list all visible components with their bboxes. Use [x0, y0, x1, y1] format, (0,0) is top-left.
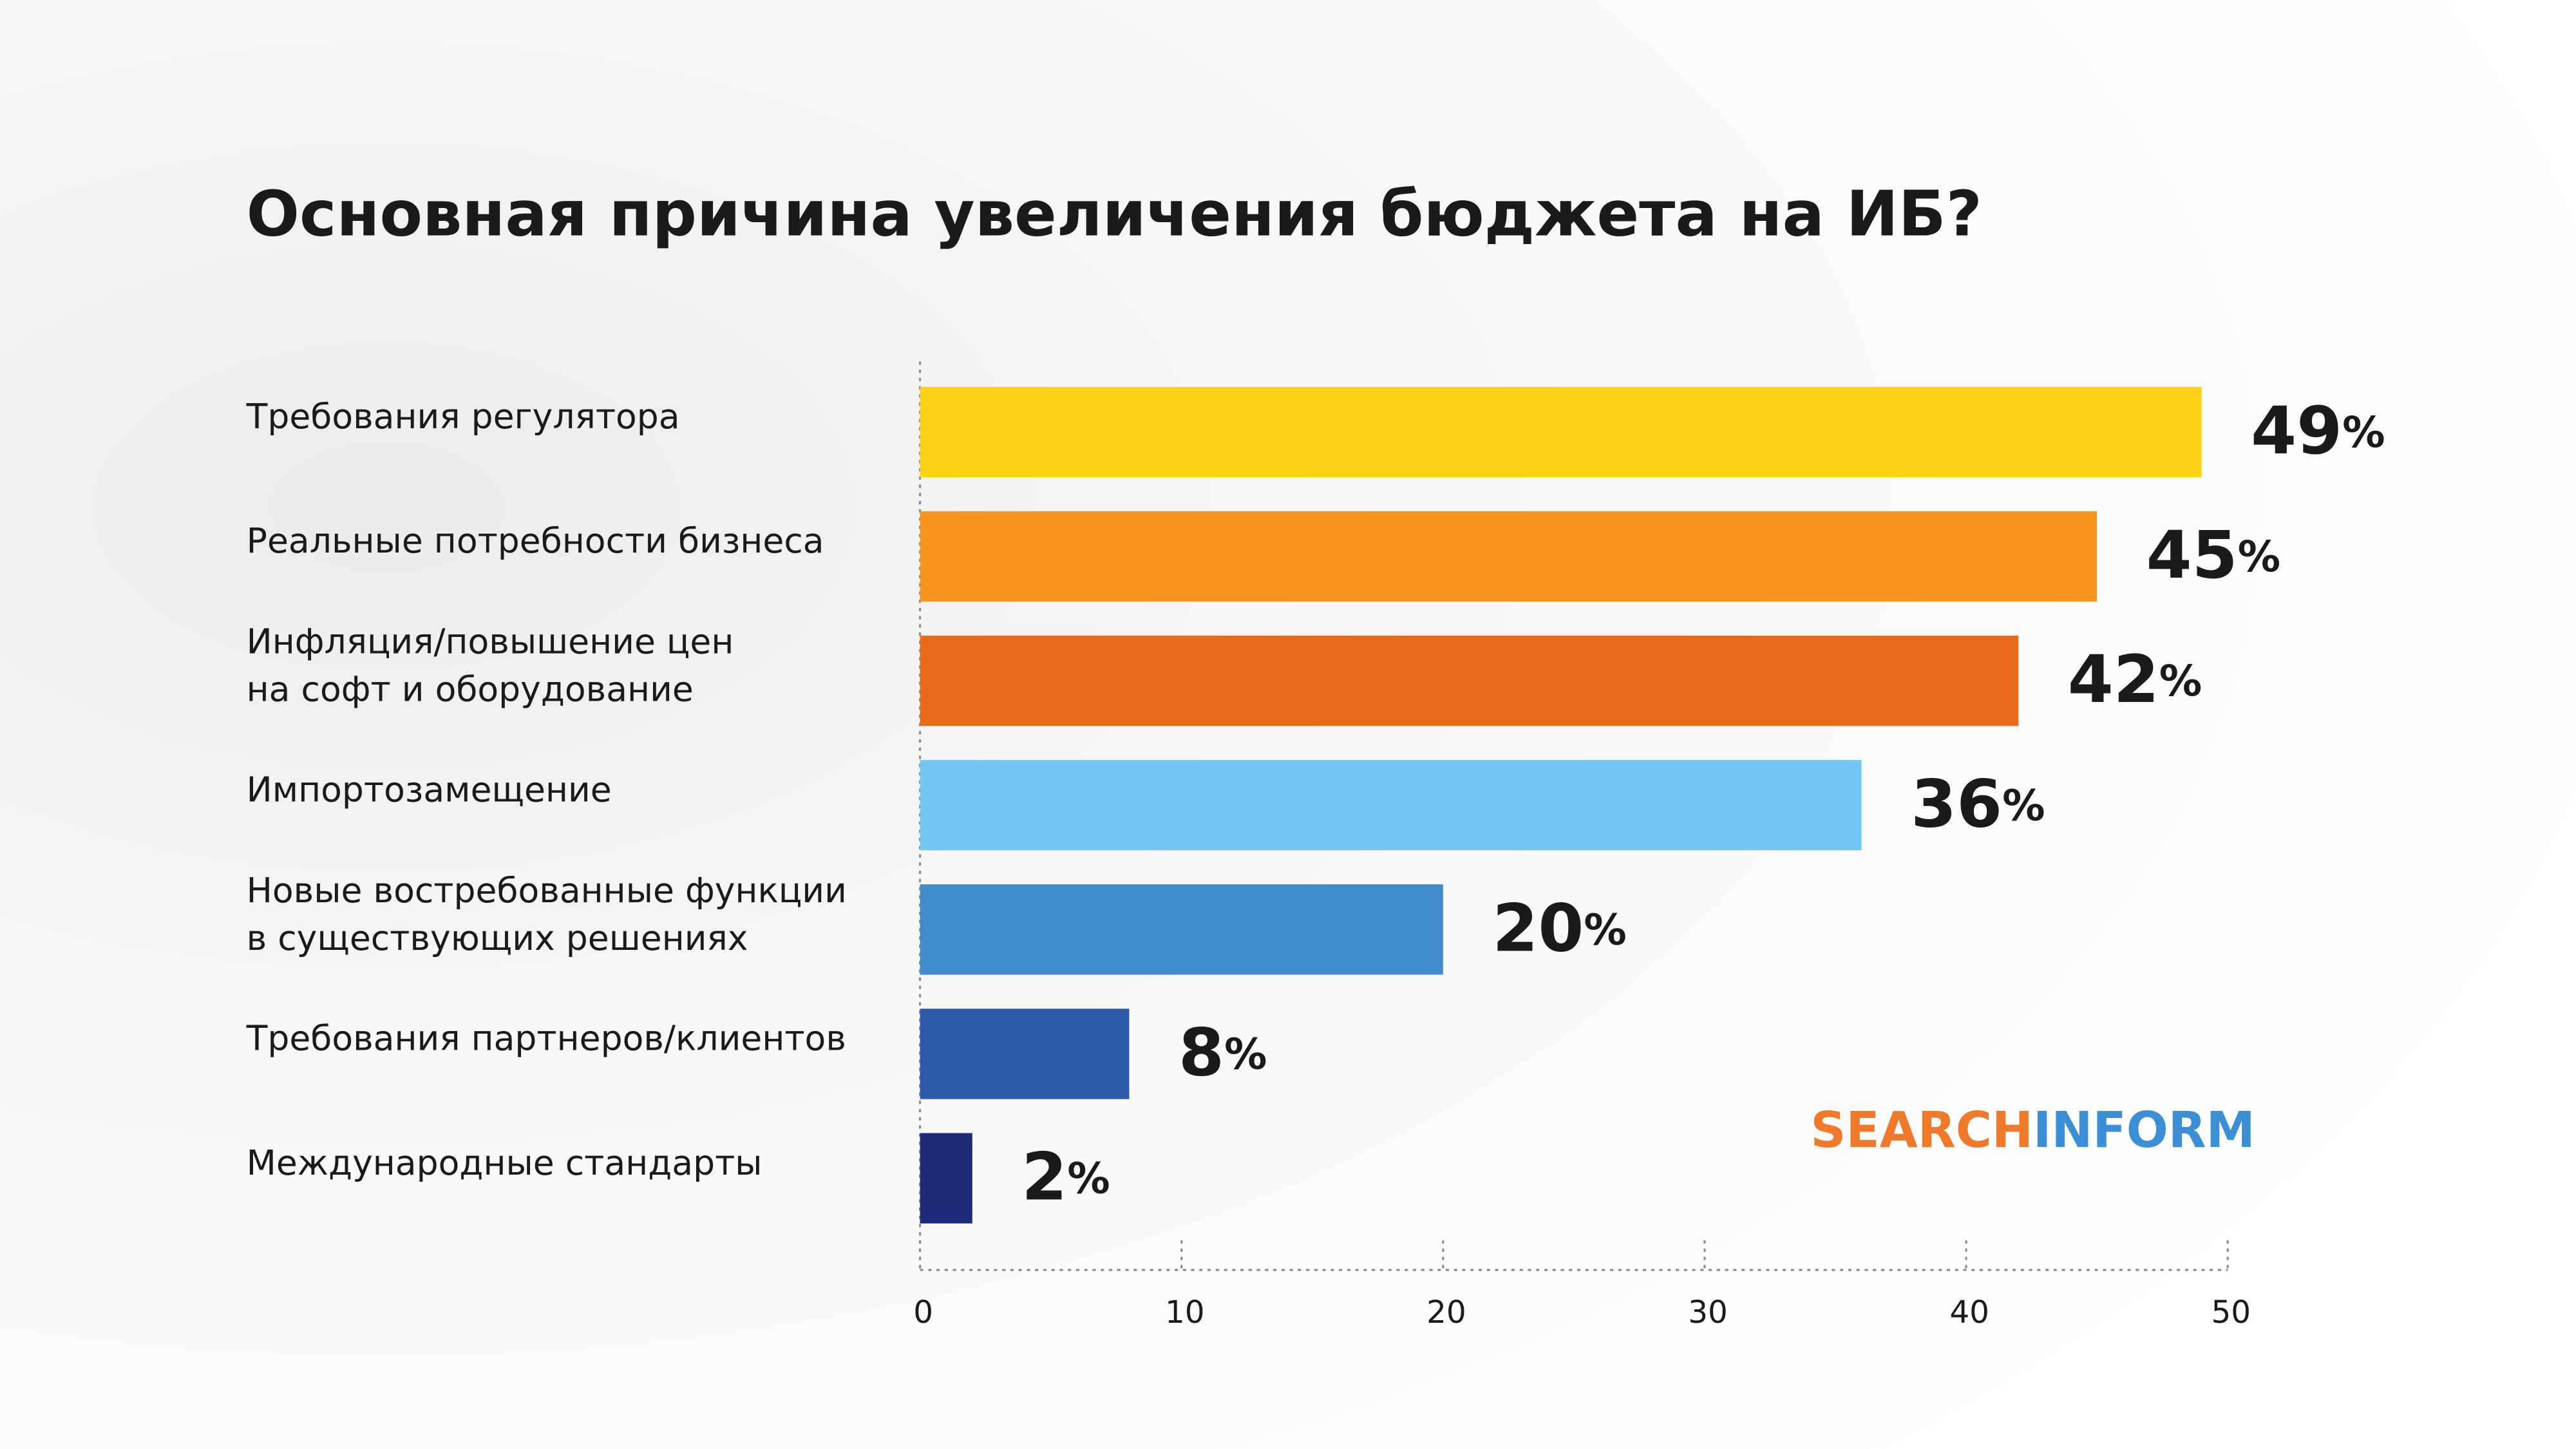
value-label: 36%	[1911, 766, 2045, 842]
category-label: Импортозамещение	[247, 769, 612, 810]
x-tick-label: 40	[1949, 1294, 1989, 1331]
bar	[920, 511, 2098, 602]
logo: SEARCHINFORM	[1810, 1102, 2255, 1159]
category-label: Новые востребованные функции в существующ…	[247, 870, 847, 958]
logo-left: SEARCH	[1810, 1102, 2033, 1159]
x-tick-label: 30	[1688, 1294, 1728, 1331]
x-tick-label: 10	[1165, 1294, 1205, 1331]
bar	[920, 1009, 1130, 1099]
bar	[920, 635, 2019, 726]
value-label: 45%	[2146, 517, 2280, 594]
bar	[920, 884, 1443, 975]
chart-title: Основная причина увеличения бюджета на И…	[247, 178, 1982, 251]
value-label: 8%	[1179, 1014, 1267, 1091]
x-tick-label: 20	[1426, 1294, 1466, 1331]
category-label: Реальные потребности бизнеса	[247, 520, 824, 561]
category-label: Инфляция/повышение цен на софт и оборудов…	[247, 621, 734, 709]
x-tick-label: 0	[913, 1294, 933, 1331]
bar	[920, 1133, 972, 1224]
value-label: 42%	[2068, 641, 2202, 718]
category-label: Требования партнеров/клиентов	[246, 1018, 846, 1059]
bar	[920, 760, 1862, 851]
category-label: Требования регулятора	[246, 396, 680, 437]
logo-right: INFORM	[2033, 1102, 2255, 1159]
bar	[920, 386, 2202, 478]
x-tick-label: 50	[2211, 1294, 2251, 1331]
value-label: 49%	[2251, 393, 2385, 469]
value-label: 2%	[1021, 1139, 1110, 1216]
value-label: 20%	[1492, 890, 1626, 967]
category-label: Международные стандарты	[247, 1142, 762, 1183]
